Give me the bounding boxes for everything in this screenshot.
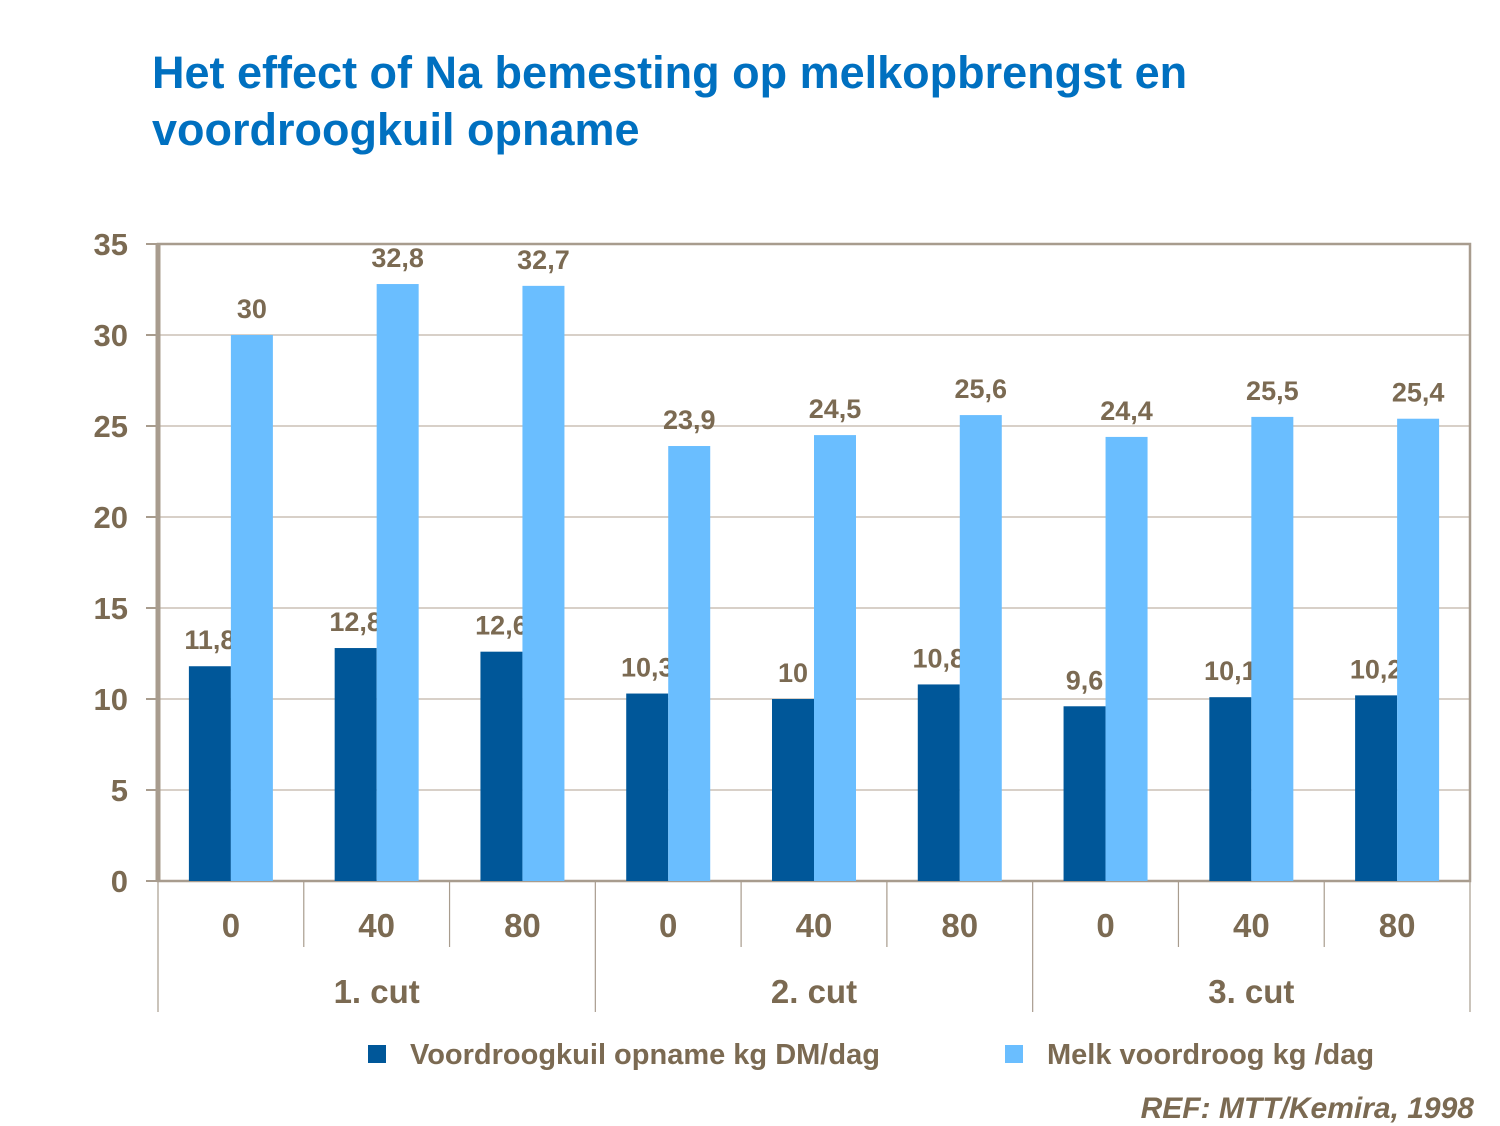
data-label: 24,5 [809, 394, 862, 424]
x-tick-label: 0 [1096, 907, 1114, 944]
x-tick-label: 80 [941, 907, 978, 944]
bar-voordroogkuil [1209, 697, 1252, 881]
bar-voordroogkuil [917, 684, 960, 881]
bar-melk [1105, 436, 1148, 881]
data-label: 12,8 [329, 607, 382, 637]
data-label: 25,5 [1246, 376, 1299, 406]
y-tick-label: 5 [111, 773, 128, 808]
bar-voordroogkuil [334, 648, 377, 881]
legend-label: Voordroogkuil opname kg DM/dag [410, 1039, 880, 1071]
data-label: 10,2 [1350, 654, 1403, 684]
bar-melk [522, 285, 565, 881]
data-label: 32,8 [371, 243, 424, 273]
y-tick-label: 15 [94, 591, 128, 626]
data-label: 10,3 [621, 653, 674, 683]
data-label: 10,8 [912, 643, 965, 673]
source-reference: REF: MTT/Kemira, 1998 [1140, 1092, 1474, 1125]
bar-voordroogkuil [1063, 706, 1106, 881]
data-label: 32,7 [517, 245, 570, 275]
legend-swatch [1005, 1045, 1023, 1063]
y-tick-label: 25 [94, 409, 128, 444]
bar-melk [959, 415, 1002, 881]
data-label: 12,6 [475, 611, 528, 641]
legend-label: Melk voordroog kg /dag [1047, 1039, 1374, 1071]
bar-voordroogkuil [480, 651, 523, 881]
data-label: 23,9 [663, 405, 716, 435]
group-label: 1. cut [334, 973, 420, 1010]
bar-melk [668, 446, 711, 881]
bar-melk [376, 284, 419, 881]
x-tick-label: 80 [1379, 907, 1416, 944]
y-tick-label: 10 [94, 682, 128, 717]
data-label: 25,4 [1392, 378, 1445, 408]
bar-melk [1397, 418, 1440, 881]
data-label: 30 [237, 294, 267, 324]
bar-melk [814, 435, 856, 881]
bar-melk [1251, 416, 1294, 881]
y-tick-label: 0 [111, 864, 128, 899]
data-label: 9,6 [1066, 665, 1104, 695]
bar-melk [230, 335, 273, 881]
x-tick-label: 40 [1233, 907, 1270, 944]
x-tick-label: 40 [358, 907, 395, 944]
x-tick-label: 80 [504, 907, 541, 944]
bar-voordroogkuil [772, 699, 814, 881]
group-label: 2. cut [771, 973, 857, 1010]
data-label: 11,8 [184, 625, 235, 655]
chart-title: Het effect of Na bemesting op melkopbren… [152, 47, 1188, 155]
legend-swatch [368, 1045, 386, 1063]
y-tick-label: 20 [94, 500, 128, 535]
bar-voordroogkuil [626, 693, 669, 881]
bar-voordroogkuil [188, 666, 231, 881]
bar-voordroogkuil [1355, 695, 1398, 881]
y-tick-label: 35 [94, 227, 128, 262]
group-label: 3. cut [1208, 973, 1294, 1010]
data-label: 25,6 [954, 374, 1007, 404]
x-tick-label: 0 [222, 907, 240, 944]
data-label: 10,1 [1204, 656, 1257, 686]
x-tick-label: 40 [796, 907, 833, 944]
y-tick-label: 30 [94, 318, 128, 353]
data-label: 24,4 [1100, 396, 1153, 426]
data-label: 10 [778, 658, 808, 688]
x-tick-label: 0 [659, 907, 677, 944]
